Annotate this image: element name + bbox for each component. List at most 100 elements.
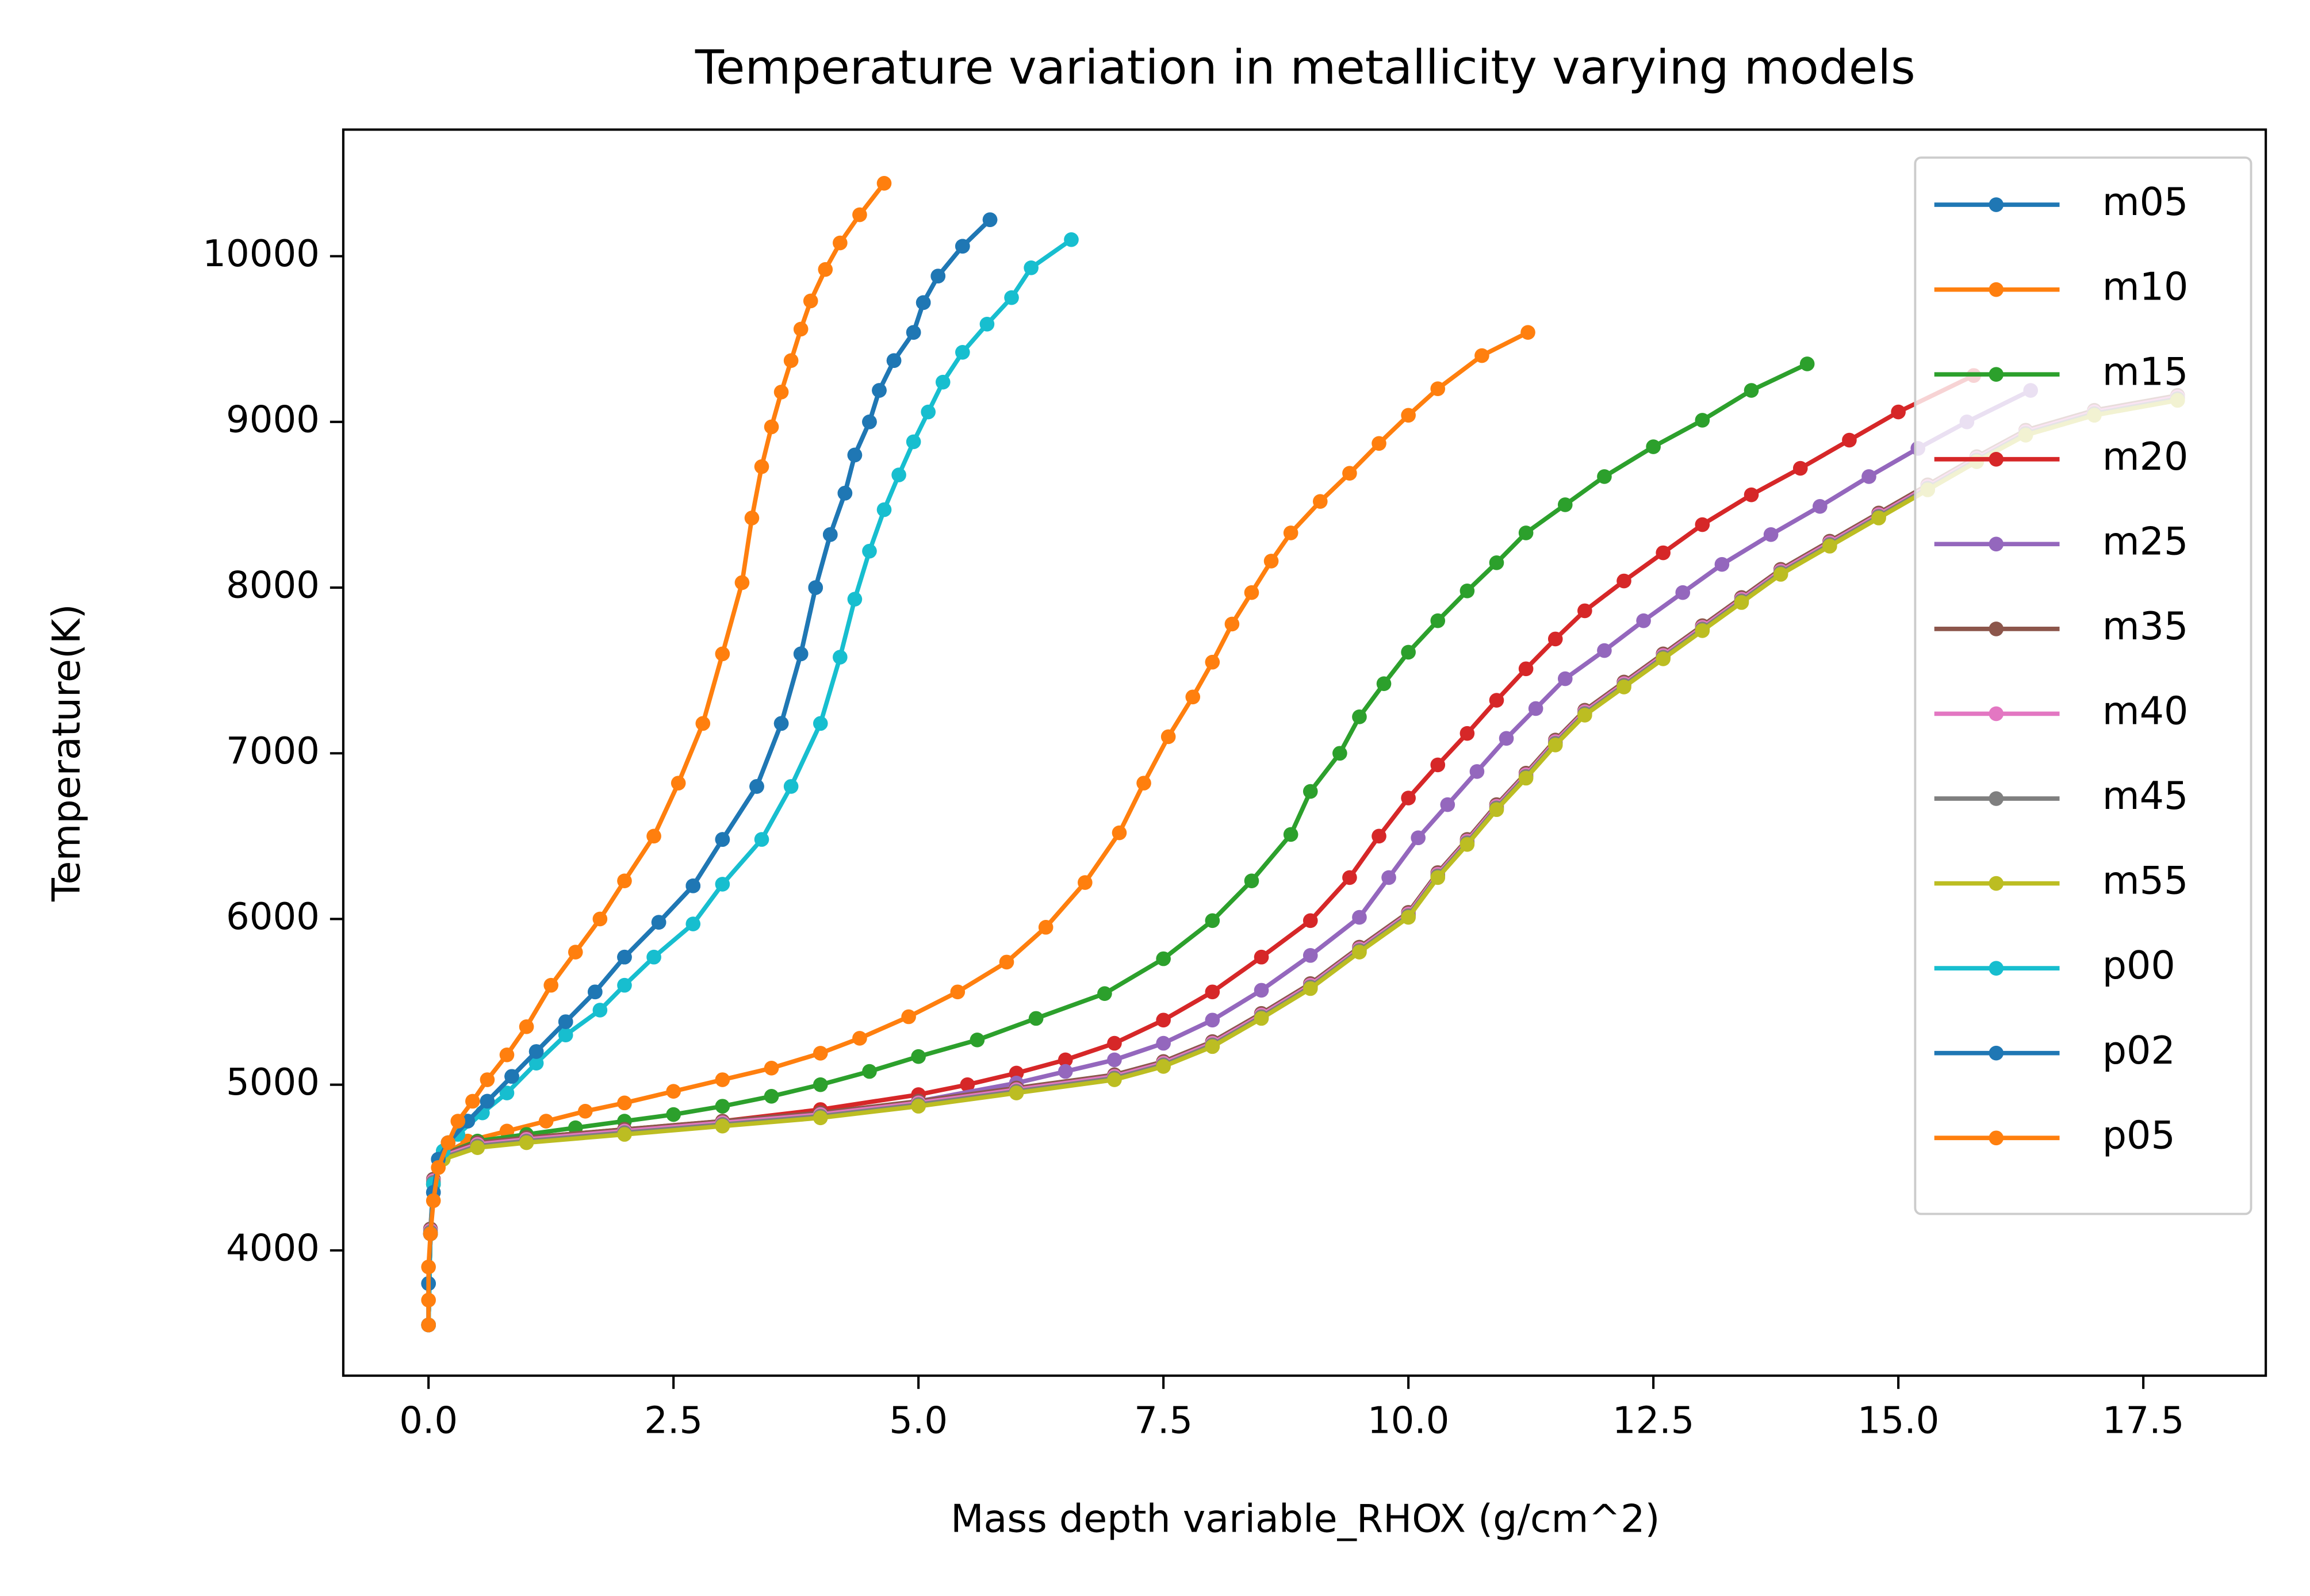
data-point	[822, 527, 838, 542]
data-point	[715, 1099, 730, 1114]
data-point	[1430, 870, 1446, 885]
data-point	[1205, 1012, 1220, 1028]
data-point	[1058, 1052, 1073, 1068]
data-point	[685, 878, 701, 893]
data-point	[1773, 567, 1788, 582]
data-point	[1401, 910, 1416, 925]
y-tick-label: 4000	[226, 1227, 320, 1269]
data-point	[891, 467, 906, 482]
y-tick-label: 6000	[226, 896, 320, 938]
x-tick-label: 0.0	[399, 1399, 458, 1442]
data-point	[1734, 595, 1749, 610]
data-point	[1254, 983, 1269, 998]
data-point	[911, 1049, 926, 1064]
data-point	[1616, 680, 1631, 695]
data-point	[793, 321, 809, 337]
data-point	[1861, 469, 1876, 484]
x-tick-label: 12.5	[1612, 1399, 1695, 1442]
legend-marker	[1989, 197, 2004, 212]
data-point	[1547, 631, 1563, 647]
data-point	[911, 1099, 926, 1114]
data-point	[646, 949, 661, 965]
data-point	[666, 1107, 681, 1122]
data-point	[1518, 770, 1534, 786]
data-point	[970, 1033, 985, 1048]
data-point	[960, 1077, 975, 1092]
legend-label: m15	[2102, 349, 2189, 394]
data-point	[558, 1014, 573, 1029]
data-point	[921, 404, 936, 420]
legend-label: m05	[2102, 179, 2189, 224]
data-point	[1459, 726, 1475, 741]
data-point	[543, 977, 558, 993]
data-point	[715, 1072, 730, 1087]
data-point	[813, 1046, 828, 1061]
data-point	[813, 716, 828, 731]
data-point	[1097, 986, 1112, 1001]
data-point	[421, 1317, 436, 1333]
legend-marker	[1989, 1045, 2004, 1061]
data-point	[1156, 1012, 1171, 1028]
data-point	[1695, 623, 1710, 638]
data-point	[734, 575, 750, 590]
x-tick-label: 5.0	[889, 1399, 948, 1442]
data-point	[1205, 1039, 1220, 1054]
data-point	[1107, 1035, 1122, 1051]
data-point	[1577, 708, 1592, 723]
data-point	[1401, 408, 1416, 423]
data-point	[764, 419, 779, 435]
data-point	[808, 580, 823, 595]
data-point	[1763, 527, 1779, 542]
data-point	[1842, 432, 1857, 448]
data-point	[749, 779, 764, 794]
data-point	[421, 1259, 436, 1275]
data-point	[1283, 827, 1298, 842]
data-point	[813, 1077, 828, 1092]
data-point	[1352, 945, 1367, 960]
data-point	[1263, 554, 1279, 569]
data-point	[1557, 671, 1573, 686]
legend-label: m35	[2102, 604, 2189, 649]
data-point	[1499, 731, 1514, 746]
data-point	[1303, 784, 1318, 799]
x-tick-label: 7.5	[1134, 1399, 1193, 1442]
legend-label: m45	[2102, 773, 2189, 818]
data-point	[783, 353, 799, 369]
data-point	[1009, 1085, 1024, 1100]
data-point	[818, 262, 833, 277]
data-point	[671, 776, 686, 791]
data-point	[935, 374, 951, 390]
data-point	[955, 239, 970, 254]
data-point	[1430, 381, 1446, 397]
data-point	[1411, 830, 1426, 846]
data-point	[862, 543, 877, 559]
data-point	[1205, 913, 1220, 929]
data-point	[1160, 729, 1176, 745]
data-point	[1528, 701, 1543, 716]
data-point	[1459, 837, 1475, 852]
legend-label: m25	[2102, 519, 2189, 563]
legend-marker	[1989, 961, 2004, 976]
data-point	[1303, 948, 1318, 963]
data-point	[833, 650, 848, 665]
data-point	[1156, 1035, 1171, 1051]
data-point	[1107, 1052, 1122, 1068]
data-point	[1342, 466, 1357, 481]
data-point	[1520, 325, 1535, 340]
data-point	[1156, 951, 1171, 966]
data-point	[1597, 469, 1612, 484]
data-point	[783, 779, 799, 794]
data-point	[480, 1072, 495, 1087]
data-point	[528, 1056, 544, 1071]
data-point	[1518, 525, 1534, 540]
data-point	[1205, 654, 1220, 670]
data-point	[1352, 709, 1367, 724]
data-point	[1489, 693, 1504, 708]
x-axis-label: Mass depth variable_RHOX (g/cm^2)	[951, 1496, 1660, 1541]
data-point	[538, 1114, 554, 1129]
data-point	[1107, 1072, 1122, 1087]
data-point	[470, 1140, 485, 1155]
data-point	[1469, 764, 1485, 779]
legend-box	[1914, 156, 2252, 1215]
